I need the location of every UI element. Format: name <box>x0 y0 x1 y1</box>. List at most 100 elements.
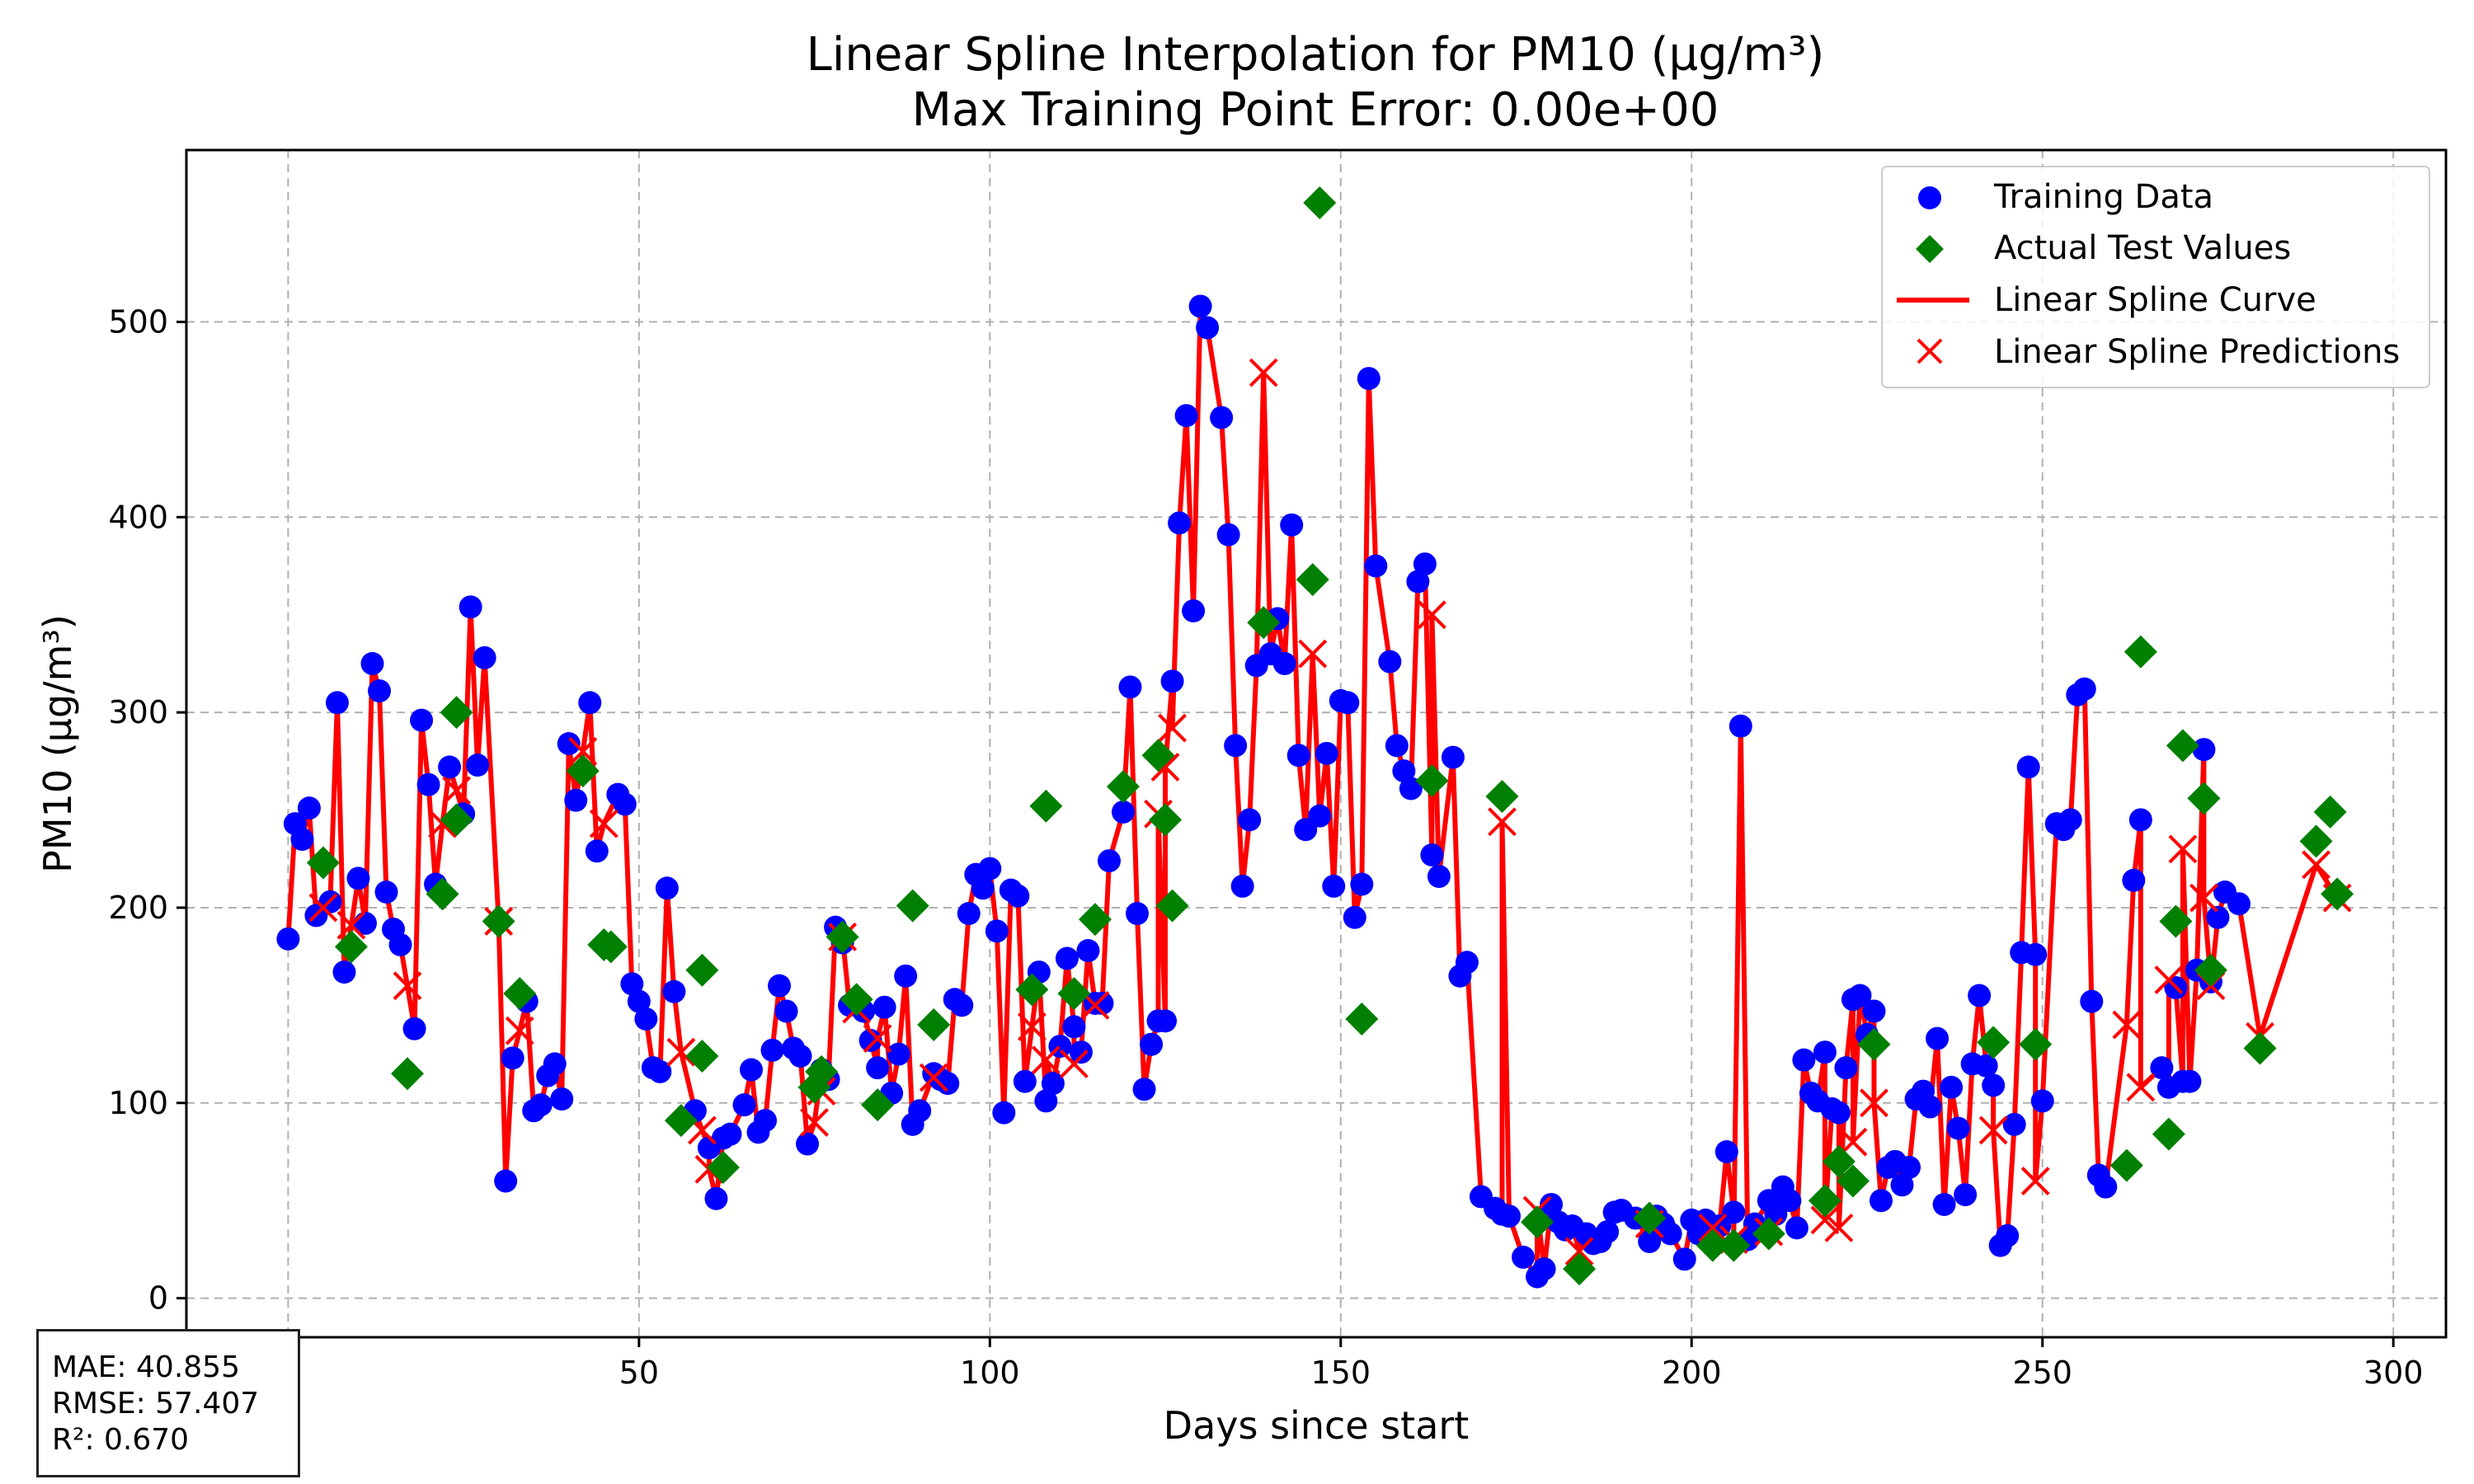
test-point <box>1015 973 1049 1007</box>
legend-prediction-marker <box>1917 338 1943 364</box>
rmse-metric: RMSE: 57.407 <box>52 1387 260 1421</box>
test-point <box>2299 824 2333 858</box>
test-point <box>440 803 473 837</box>
x-tick-label: 150 <box>1311 1355 1371 1391</box>
chart-title: Linear Spline Interpolation for PM10 (µg… <box>807 28 1825 82</box>
training-point <box>388 932 412 956</box>
prediction-point <box>1249 358 1278 387</box>
training-point <box>1946 1116 1970 1140</box>
training-point <box>2206 905 2230 929</box>
test-point <box>1057 977 1091 1011</box>
training-point <box>2128 808 2152 832</box>
training-point <box>1216 523 1240 547</box>
prediction-point <box>1017 1012 1047 1041</box>
training-point <box>957 902 981 926</box>
training-point <box>1013 1069 1037 1093</box>
test-point <box>306 846 340 880</box>
test-point <box>2159 904 2193 938</box>
training-point <box>718 1122 742 1146</box>
training-point <box>1118 675 1142 699</box>
test-point <box>440 696 473 730</box>
training-point <box>438 755 462 779</box>
training-point <box>1827 1101 1851 1125</box>
training-point <box>978 857 1002 881</box>
training-point <box>648 1059 672 1083</box>
test-point <box>1563 1252 1597 1286</box>
training-point <box>950 993 974 1017</box>
test-point <box>1415 764 1449 797</box>
training-point <box>1848 984 1872 1007</box>
prediction-point <box>1488 807 1517 837</box>
training-point <box>662 979 686 1003</box>
training-point <box>1154 1009 1178 1033</box>
training-point <box>1238 808 1262 832</box>
prediction-point <box>1564 1237 1594 1266</box>
training-point <box>1034 1089 1058 1113</box>
training-point <box>1792 1048 1816 1072</box>
legend-box <box>1881 166 2430 388</box>
training-point <box>1498 1205 1522 1228</box>
test-point <box>805 1054 839 1088</box>
training-point <box>1890 1173 1914 1197</box>
test-point <box>2187 782 2221 815</box>
test-point <box>2194 953 2227 987</box>
training-point <box>1140 1032 1164 1056</box>
prediction-point <box>2168 834 2198 864</box>
y-tick-label: 200 <box>108 890 168 926</box>
training-point <box>1932 1192 1956 1216</box>
training-point <box>936 1072 960 1096</box>
prediction-point <box>568 737 598 766</box>
test-point <box>2109 1148 2143 1182</box>
training-point <box>2024 942 2048 966</box>
prediction-point <box>2126 1073 2156 1102</box>
prediction-point <box>589 809 618 838</box>
training-point <box>346 866 370 890</box>
training-point <box>374 881 398 904</box>
y-tick-label: 400 <box>108 499 168 535</box>
training-point <box>529 1093 553 1117</box>
test-point <box>566 754 600 788</box>
x-tick-label: 200 <box>1662 1355 1722 1391</box>
training-point <box>2227 892 2251 916</box>
test-point <box>1808 1184 1841 1218</box>
training-point <box>466 754 490 777</box>
test-point <box>664 1104 698 1138</box>
training-point <box>2030 1089 2054 1113</box>
training-point <box>473 646 496 669</box>
training-point <box>1392 759 1416 783</box>
training-point <box>768 974 792 998</box>
training-point <box>1596 1220 1620 1244</box>
y-tick-label: 0 <box>148 1280 168 1317</box>
training-point <box>2058 808 2082 832</box>
test-point <box>917 1008 951 1042</box>
test-point <box>896 889 929 923</box>
training-point <box>1055 946 1079 970</box>
training-point <box>1974 1054 1998 1078</box>
training-point <box>1399 777 1423 801</box>
training-point <box>2016 755 2040 779</box>
training-point <box>1069 1040 1093 1064</box>
training-point <box>1512 1245 1536 1269</box>
training-point <box>1315 741 1338 765</box>
x-tick-label: 250 <box>2012 1355 2072 1391</box>
training-point <box>1076 939 1100 963</box>
training-point <box>1413 552 1437 576</box>
training-point <box>402 1017 426 1040</box>
training-point <box>297 796 321 820</box>
training-point <box>894 964 918 988</box>
prediction-point <box>1824 1213 1854 1242</box>
training-point <box>1638 1229 1662 1253</box>
title-group: Linear Spline Interpolation for PM10 (µg… <box>807 28 1825 137</box>
training-point <box>1954 1183 1978 1207</box>
training-point <box>578 691 602 715</box>
prediction-point <box>393 971 422 1001</box>
test-point <box>861 1088 895 1122</box>
training-point <box>360 651 384 675</box>
test-point <box>503 977 537 1011</box>
training-point <box>985 919 1009 943</box>
training-point <box>550 1087 574 1111</box>
training-point <box>1378 650 1402 674</box>
training-point <box>1090 992 1114 1015</box>
training-point <box>1062 1015 1086 1039</box>
